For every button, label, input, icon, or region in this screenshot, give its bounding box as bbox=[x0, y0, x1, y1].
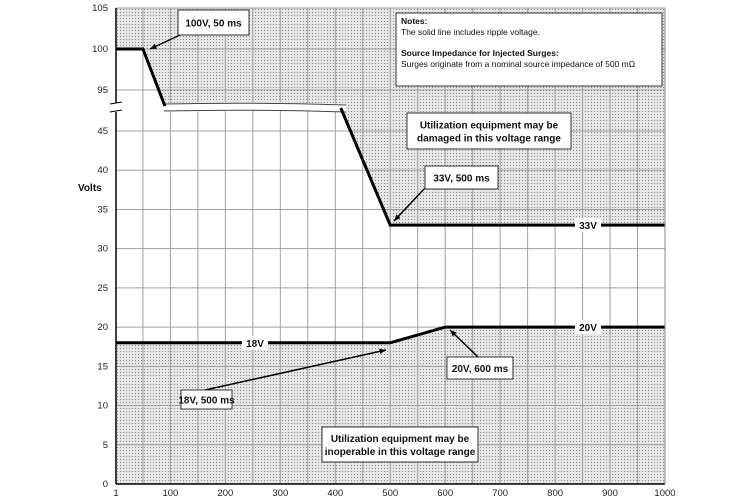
x-tick-label: 500 bbox=[382, 488, 398, 499]
y-tick-label: 15 bbox=[97, 361, 108, 372]
y-tick-label: 105 bbox=[92, 3, 108, 14]
notes-title: Notes: bbox=[401, 16, 428, 26]
annotation-20v-text: 20V, 600 ms bbox=[452, 364, 509, 375]
y-tick-label: 45 bbox=[97, 126, 108, 137]
arrow-line bbox=[204, 349, 387, 391]
notes-line-2: Surges originate from a nominal source i… bbox=[401, 59, 635, 69]
arrowhead bbox=[450, 330, 457, 337]
annotation-100v-text: 100V, 50 ms bbox=[185, 19, 242, 30]
y-tick-label: 95 bbox=[97, 85, 108, 96]
annotations: 33V 18V 20V 100V, 50 ms 33V, 500 ms 18V, 500 … bbox=[149, 9, 663, 463]
y-tick-label: 100 bbox=[92, 44, 108, 55]
upper-limit-line-top bbox=[116, 47, 167, 107]
annotation-18v-box bbox=[180, 389, 233, 410]
line-label-bg bbox=[575, 218, 601, 233]
break-band-fill bbox=[164, 102, 346, 112]
line-label-bg bbox=[575, 320, 601, 335]
arrowhead bbox=[394, 214, 401, 221]
annotation-33v-text: 33V, 500 ms bbox=[433, 174, 490, 185]
x-tick-label: 800 bbox=[547, 488, 563, 499]
y-tick-label: 10 bbox=[97, 401, 108, 412]
y-tick-label: 20 bbox=[97, 322, 108, 333]
x-tick-label: 200 bbox=[217, 488, 233, 499]
x-tick-label: 300 bbox=[272, 488, 288, 499]
y-tick-label: 40 bbox=[97, 165, 108, 176]
notes-box bbox=[395, 12, 663, 87]
line-label: 33V bbox=[579, 221, 597, 232]
y-tick-label: 5 bbox=[103, 440, 108, 451]
y-tick-label: 30 bbox=[97, 244, 108, 255]
arrowhead bbox=[150, 43, 157, 49]
axes: 0 5 10 15 20 25 30 35 40 45 95 100 105 1 100 200 300 400 5… bbox=[78, 3, 676, 499]
y-tick-label: 35 bbox=[97, 204, 108, 215]
notes-line-1: The solid line includes ripple voltage. bbox=[401, 27, 540, 37]
annotation-18v-text: 18V, 500 ms bbox=[178, 396, 235, 407]
x-tick-label: 700 bbox=[492, 488, 508, 499]
notes-title-2: Source Impedance for Injected Surges: bbox=[401, 48, 559, 58]
line-label: 18V bbox=[246, 339, 264, 350]
x-tick-label: 400 bbox=[327, 488, 343, 499]
x-tick-label: 1 bbox=[113, 488, 118, 499]
axis-break-band bbox=[163, 102, 347, 113]
arrowhead bbox=[379, 348, 386, 355]
inoperable-note-box bbox=[321, 426, 479, 463]
annotation-33v-box bbox=[424, 165, 499, 190]
annotation-100v-box bbox=[177, 9, 250, 36]
upper-limit-line-bottom bbox=[339, 107, 665, 227]
line-label: 20V bbox=[579, 323, 597, 334]
line-label-bg bbox=[242, 335, 268, 350]
x-tick-label: 100 bbox=[162, 488, 178, 499]
damaged-note-text: Utilization equipment may be bbox=[420, 121, 559, 132]
x-tick-label: 1000 bbox=[654, 488, 675, 499]
axis-break-mark bbox=[109, 109, 123, 113]
inoperable-note-text: Utilization equipment may be bbox=[331, 434, 470, 445]
x-tick-label: 600 bbox=[437, 488, 453, 499]
break-line-top bbox=[163, 102, 347, 106]
y-tick-label: 0 bbox=[103, 479, 108, 490]
axis-break-mark bbox=[109, 101, 123, 105]
y-axis-title: Volts bbox=[78, 183, 102, 194]
damaged-note-text: damaged in this voltage range bbox=[417, 134, 561, 145]
damaged-note-box bbox=[406, 112, 572, 150]
arrow-line bbox=[393, 187, 426, 222]
y-tick-label: 25 bbox=[97, 283, 108, 294]
arrow-line bbox=[449, 329, 479, 358]
x-tick-label: 900 bbox=[602, 488, 618, 499]
annotation-20v-box bbox=[446, 356, 514, 380]
inoperable-note-text: inoperable in this voltage range bbox=[325, 447, 476, 458]
break-line-bottom bbox=[163, 109, 347, 113]
